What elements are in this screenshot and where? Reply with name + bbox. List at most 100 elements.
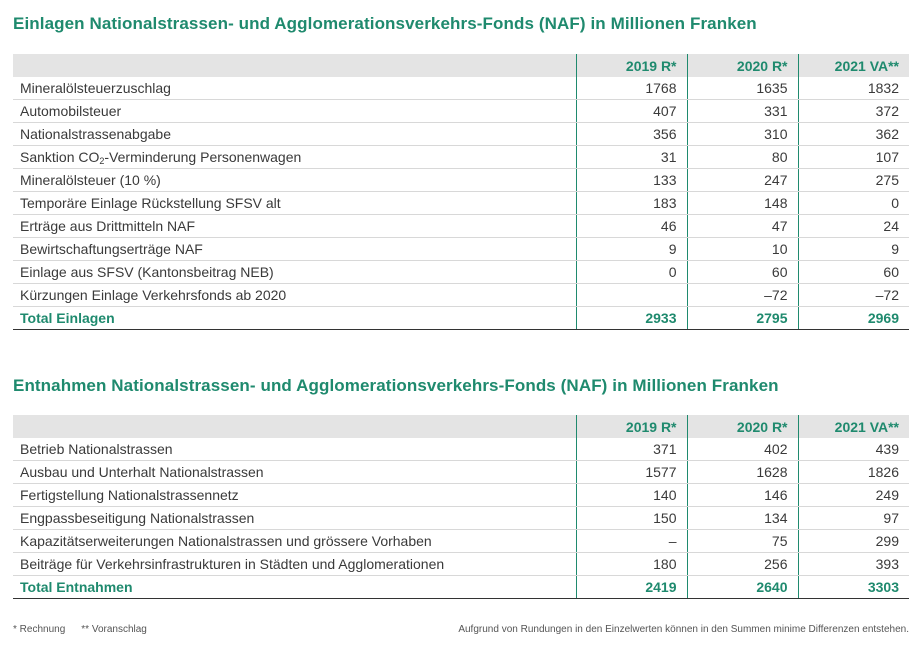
value-2020: 75 xyxy=(686,529,798,553)
total-2021: 3303 xyxy=(797,575,909,599)
value-2021: 299 xyxy=(797,529,909,553)
table-row: Engpassbeseitigung Nationalstrassen 150 … xyxy=(13,506,909,530)
value-2020: 256 xyxy=(686,552,798,576)
table-header-row: 2019 R* 2020 R* 2021 VA** xyxy=(13,54,909,77)
value-2021: 0 xyxy=(797,191,909,215)
value-2021: 9 xyxy=(797,237,909,261)
column-header-2020: 2020 R* xyxy=(686,415,798,438)
table-row: Erträge aus Drittmitteln NAF 46 47 24 xyxy=(13,214,909,238)
row-label: Kürzungen Einlage Verkehrsfonds ab 2020 xyxy=(13,283,576,307)
value-2021: 275 xyxy=(797,168,909,192)
row-label: Engpassbeseitigung Nationalstrassen xyxy=(13,506,576,530)
value-2020: 10 xyxy=(686,237,798,261)
value-2020: 146 xyxy=(686,483,798,507)
einlagen-table: 2019 R* 2020 R* 2021 VA** Mineralölsteue… xyxy=(13,54,909,330)
row-label: Bewirtschaftungserträge NAF xyxy=(13,237,576,261)
table-row: Sanktion CO2-Verminderung Personenwagen … xyxy=(13,145,909,169)
value-2021: 24 xyxy=(797,214,909,238)
value-2019: 407 xyxy=(575,99,687,123)
value-2020: 310 xyxy=(686,122,798,146)
value-2020: –72 xyxy=(686,283,798,307)
row-label: Ausbau und Unterhalt Nationalstrassen xyxy=(13,460,576,484)
column-header-2020: 2020 R* xyxy=(686,54,798,77)
value-2019: 356 xyxy=(575,122,687,146)
value-2020: 47 xyxy=(686,214,798,238)
value-2021: 1826 xyxy=(797,460,909,484)
value-2019: 133 xyxy=(575,168,687,192)
table-row: Mineralölsteuer (10 %) 133 247 275 xyxy=(13,168,909,192)
value-2019 xyxy=(575,283,687,307)
total-label: Total Einlagen xyxy=(13,306,576,330)
total-row: Total Entnahmen 2419 2640 3303 xyxy=(13,575,909,599)
row-label: Mineralölsteuerzuschlag xyxy=(13,77,576,100)
row-label: Sanktion CO2-Verminderung Personenwagen xyxy=(13,145,576,169)
value-2020: 331 xyxy=(686,99,798,123)
table-row: Ausbau und Unterhalt Nationalstrassen 15… xyxy=(13,460,909,484)
table-row: Bewirtschaftungserträge NAF 9 10 9 xyxy=(13,237,909,261)
value-2019: 180 xyxy=(575,552,687,576)
table-row: Beiträge für Verkehrsinfrastrukturen in … xyxy=(13,552,909,576)
table-row: Mineralölsteuerzuschlag 1768 1635 1832 xyxy=(13,77,909,100)
value-2019: 46 xyxy=(575,214,687,238)
value-2021: 362 xyxy=(797,122,909,146)
value-2019: 183 xyxy=(575,191,687,215)
row-label: Temporäre Einlage Rückstellung SFSV alt xyxy=(13,191,576,215)
value-2021: 60 xyxy=(797,260,909,284)
row-label-subscript: 2 xyxy=(99,155,105,166)
value-2021: 1832 xyxy=(797,77,909,100)
value-2021: 393 xyxy=(797,552,909,576)
header-label-cell xyxy=(13,415,576,438)
value-2019: 1577 xyxy=(575,460,687,484)
footnote-rechnung: * Rechnung xyxy=(13,624,66,635)
row-label: Mineralölsteuer (10 %) xyxy=(13,168,576,192)
row-label: Kapazitätserweiterungen Nationalstrassen… xyxy=(13,529,576,553)
value-2019: – xyxy=(575,529,687,553)
total-row: Total Einlagen 2933 2795 2969 xyxy=(13,306,909,330)
value-2020: 402 xyxy=(686,438,798,461)
table-row: Einlage aus SFSV (Kantonsbeitrag NEB) 0 … xyxy=(13,260,909,284)
value-2019: 1768 xyxy=(575,77,687,100)
entnahmen-table: 2019 R* 2020 R* 2021 VA** Betrieb Nation… xyxy=(13,415,909,599)
value-2021: 107 xyxy=(797,145,909,169)
value-2021: 372 xyxy=(797,99,909,123)
einlagen-title: Einlagen Nationalstrassen- und Agglomera… xyxy=(13,14,757,33)
total-label: Total Entnahmen xyxy=(13,575,576,599)
row-label-prefix: Sanktion CO xyxy=(20,148,100,165)
total-2020: 2640 xyxy=(686,575,798,599)
value-2019: 371 xyxy=(575,438,687,461)
column-header-2021: 2021 VA** xyxy=(797,415,909,438)
value-2021: 97 xyxy=(797,506,909,530)
value-2019: 140 xyxy=(575,483,687,507)
total-2020: 2795 xyxy=(686,306,798,330)
table-row: Temporäre Einlage Rückstellung SFSV alt … xyxy=(13,191,909,215)
row-label: Betrieb Nationalstrassen xyxy=(13,438,576,461)
row-label: Fertigstellung Nationalstrassennetz xyxy=(13,483,576,507)
value-2020: 1635 xyxy=(686,77,798,100)
value-2020: 1628 xyxy=(686,460,798,484)
footnote-legend: * Rechnung ** Voranschlag xyxy=(13,624,147,635)
row-label: Nationalstrassenabgabe xyxy=(13,122,576,146)
table-row: Nationalstrassenabgabe 356 310 362 xyxy=(13,122,909,146)
value-2020: 247 xyxy=(686,168,798,192)
total-2021: 2969 xyxy=(797,306,909,330)
value-2019: 31 xyxy=(575,145,687,169)
value-2019: 9 xyxy=(575,237,687,261)
table-row: Kürzungen Einlage Verkehrsfonds ab 2020 … xyxy=(13,283,909,307)
total-2019: 2933 xyxy=(575,306,687,330)
entnahmen-title: Entnahmen Nationalstrassen- und Agglomer… xyxy=(13,376,779,395)
row-label: Erträge aus Drittmitteln NAF xyxy=(13,214,576,238)
value-2021: –72 xyxy=(797,283,909,307)
column-header-2021: 2021 VA** xyxy=(797,54,909,77)
value-2019: 150 xyxy=(575,506,687,530)
row-label-suffix: -Verminderung Personenwagen xyxy=(104,148,302,165)
table-row: Kapazitätserweiterungen Nationalstrassen… xyxy=(13,529,909,553)
column-header-2019: 2019 R* xyxy=(575,54,687,77)
value-2020: 148 xyxy=(686,191,798,215)
value-2020: 134 xyxy=(686,506,798,530)
footnote-rounding: Aufgrund von Rundungen in den Einzelwert… xyxy=(458,624,909,635)
value-2019: 0 xyxy=(575,260,687,284)
value-2021: 439 xyxy=(797,438,909,461)
table-row: Automobilsteuer 407 331 372 xyxy=(13,99,909,123)
value-2020: 60 xyxy=(686,260,798,284)
